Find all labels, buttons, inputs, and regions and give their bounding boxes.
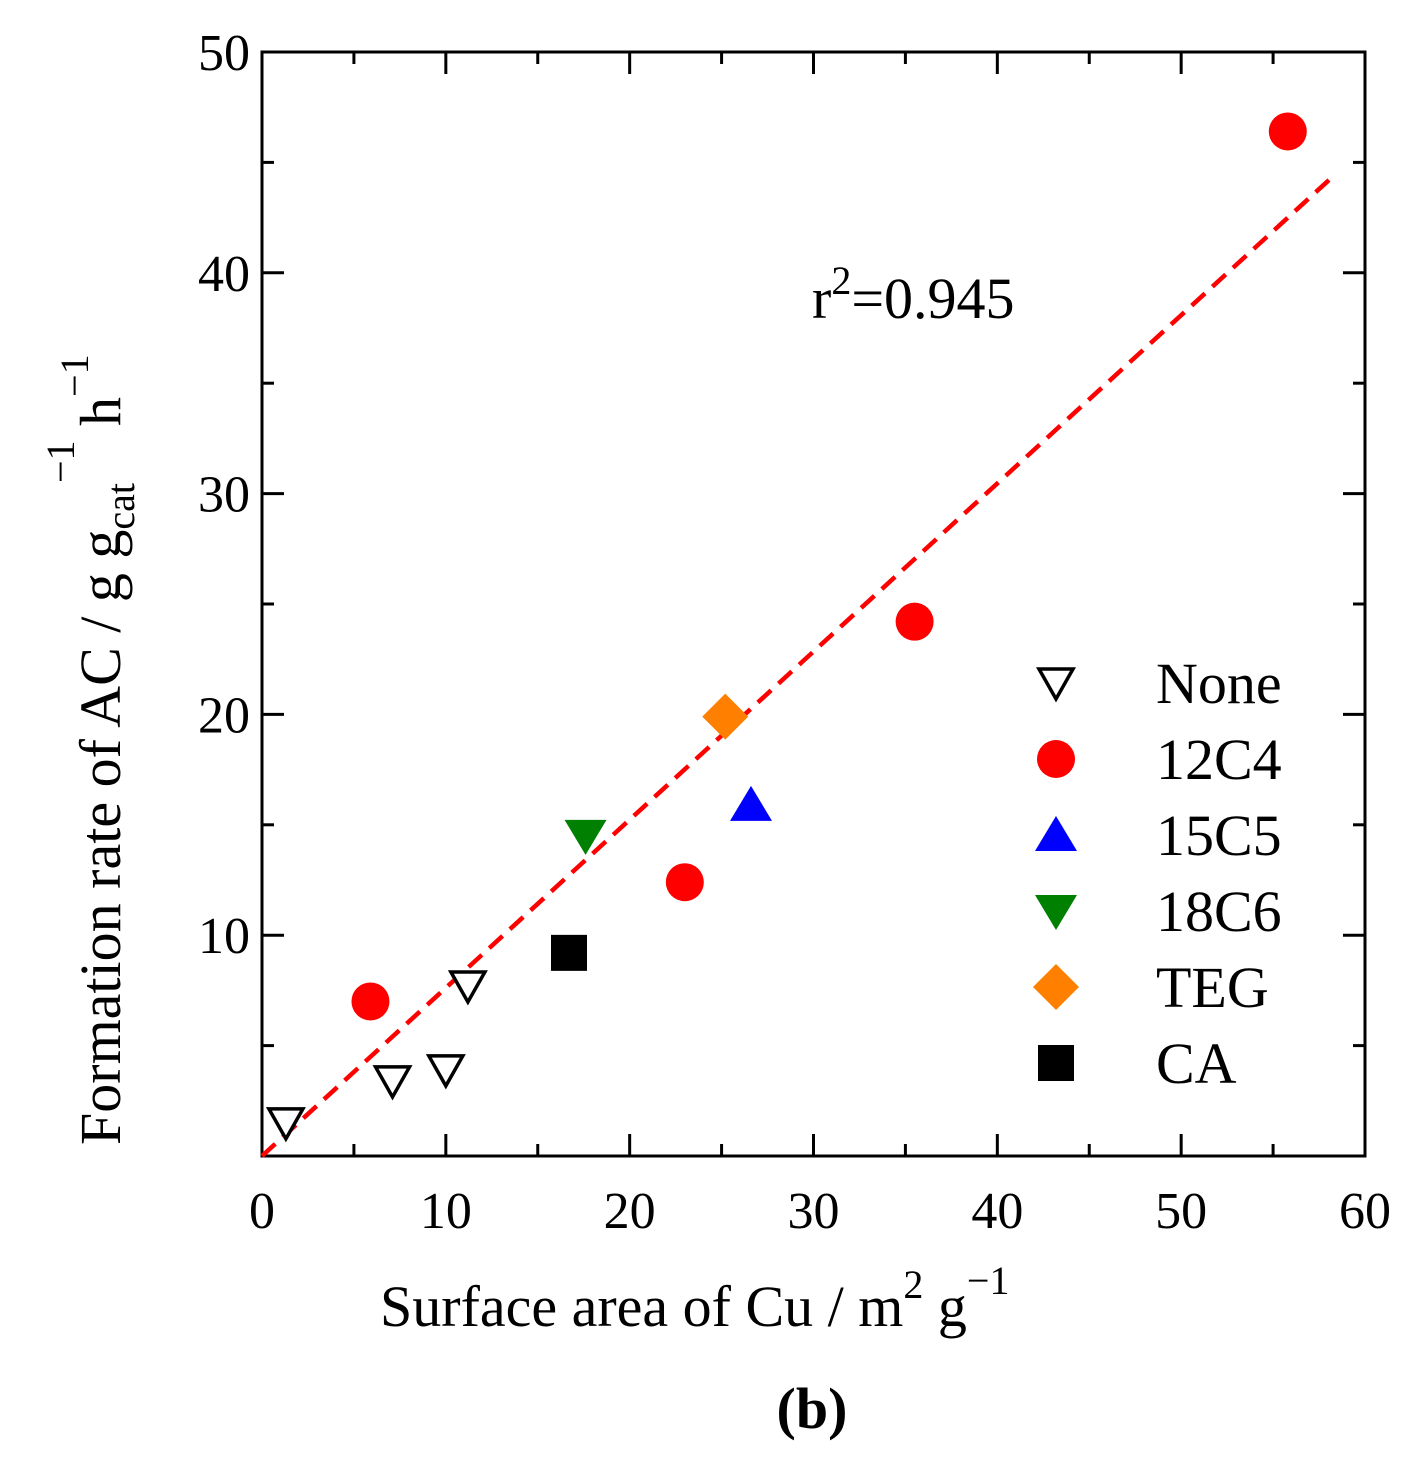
x-tick-label: 0 [249, 1183, 275, 1240]
y-tick-label: 30 [198, 467, 250, 524]
point-none [265, 1107, 306, 1143]
r-squared-annotation: r2=0.945 [812, 258, 1015, 331]
point-none [425, 1054, 466, 1090]
legend-label-ca: CA [1156, 1031, 1237, 1096]
point-none [447, 970, 488, 1006]
legend-label-15c5: 15C5 [1156, 803, 1282, 868]
point-12c4 [665, 863, 704, 902]
point-18c6 [564, 819, 607, 855]
legend-label-12c4: 12C4 [1156, 727, 1282, 792]
point-teg [702, 693, 749, 740]
legend-marker-15c5 [1035, 816, 1077, 851]
legend-marker-18c6 [1035, 895, 1077, 930]
y-tick-label: 20 [198, 687, 250, 744]
point-12c4 [1268, 112, 1307, 151]
legend-marker-ca [1038, 1045, 1074, 1081]
point-15c5 [729, 785, 772, 821]
point-ca [551, 934, 588, 971]
legend-marker-teg [1033, 964, 1079, 1010]
axis-ticks [260, 50, 1367, 1158]
y-tick-label: 10 [198, 908, 250, 965]
x-tick-label: 50 [1155, 1183, 1207, 1240]
point-12c4 [351, 982, 390, 1021]
point-none [372, 1065, 413, 1101]
x-tick-label: 60 [1339, 1183, 1391, 1240]
legend: None 12C4 15C5 18C6 TEG CA [1033, 651, 1282, 1096]
fit-line [260, 173, 1336, 1158]
y-tick-label: 40 [198, 246, 250, 303]
x-tick-label: 40 [971, 1183, 1023, 1240]
legend-label-teg: TEG [1156, 955, 1269, 1020]
panel-label: (b) [777, 1376, 848, 1441]
y-axis-title: Formation rate of AC / g gcat−1 h−1 [38, 354, 143, 1145]
legend-label-18c6: 18C6 [1156, 879, 1282, 944]
y-tick-label: 50 [198, 25, 250, 82]
data-points [265, 112, 1307, 1143]
x-tick-label: 30 [788, 1183, 840, 1240]
x-tick-label: 20 [604, 1183, 656, 1240]
x-axis-title: Surface area of Cu / m2 g−1 [380, 1258, 1009, 1339]
legend-marker-12c4 [1037, 740, 1075, 778]
point-12c4 [895, 602, 934, 641]
fit-line-group [260, 173, 1336, 1158]
legend-label-none: None [1156, 651, 1282, 716]
legend-marker-none [1035, 667, 1077, 703]
tick-labels: 0 10 20 30 40 50 60 10 20 30 40 50 [198, 25, 1391, 1240]
x-tick-label: 10 [420, 1183, 472, 1240]
